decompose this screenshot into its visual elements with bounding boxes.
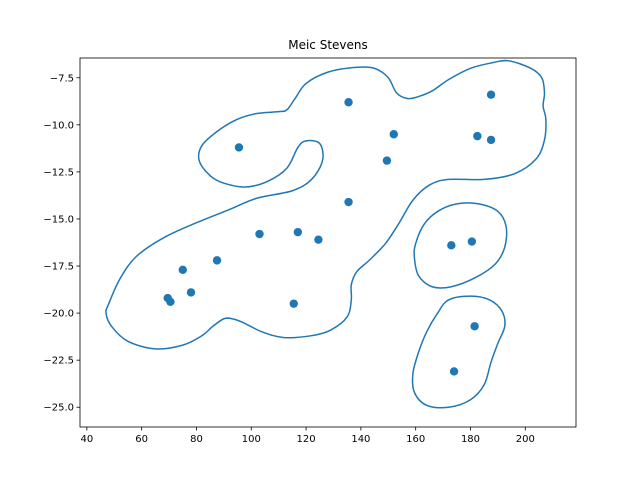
chart-title: Meic Stevens [288,38,368,52]
data-point [447,241,456,250]
x-tick-label: 200 [516,434,535,445]
data-point [382,156,392,165]
data-point [470,322,479,331]
x-tick-label: 40 [80,434,93,445]
x-tick-label: 60 [135,434,148,445]
point-group [163,90,496,376]
x-tick-label: 180 [461,434,480,445]
x-tick-label: 140 [351,434,370,445]
x-tick-label: 100 [242,434,261,445]
data-point [467,237,477,246]
data-point [449,367,459,376]
y-tick-label: −7.5 [50,73,74,84]
y-tick-label: −15.0 [43,214,74,225]
data-point [486,90,496,99]
y-tick-label: −12.5 [43,167,74,178]
data-point [473,131,482,141]
y-tick-label: −25.0 [43,403,74,414]
data-point [293,227,303,237]
y-tick-label: −17.5 [43,262,74,273]
contour-line [411,295,506,409]
contour-line [413,202,508,289]
data-point [255,229,264,239]
y-tick-label: −10.0 [43,120,74,131]
data-point [314,235,323,244]
data-point [486,135,496,145]
data-point [389,130,398,139]
y-tick-label: −20.0 [43,309,74,320]
data-point [178,265,187,274]
plot-frame [79,57,577,428]
data-point [344,197,353,207]
y-axis: −7.5 −10.0 −12.5 −15.0 −17.5 −20.0 −22.5 −25.0 [43,73,80,414]
x-tick-label: 160 [406,434,425,445]
contour-group [105,59,547,409]
y-tick-label: −22.5 [43,356,74,367]
contour-line [105,59,547,350]
data-point [212,256,222,265]
data-point [166,297,175,307]
data-point [289,299,298,308]
data-point [186,288,196,297]
x-tick-label: 120 [297,434,316,445]
data-point [344,98,353,107]
x-tick-label: 80 [190,434,203,445]
data-point [234,143,244,152]
x-axis: 40 60 80 100 120 140 160 180 200 [80,427,535,445]
